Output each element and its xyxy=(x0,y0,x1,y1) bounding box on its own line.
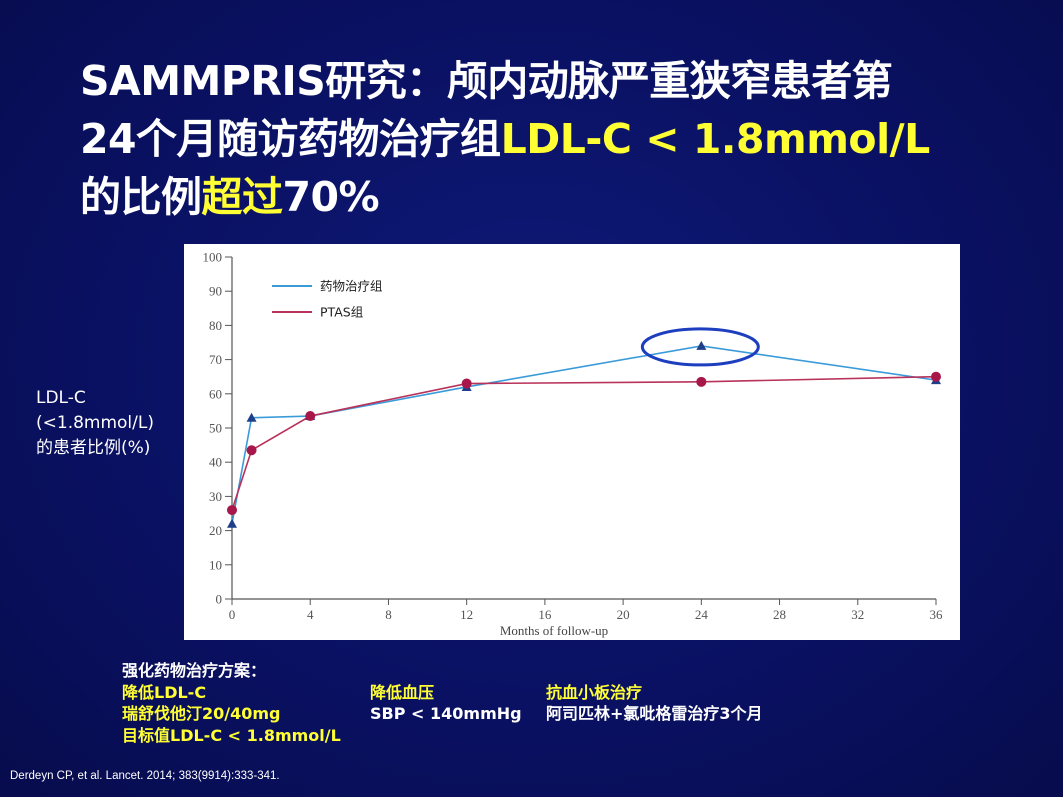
citation: Derdeyn CP, et al. Lancet. 2014; 383(991… xyxy=(10,770,280,782)
y-tick-label: 40 xyxy=(209,455,222,470)
x-tick-label: 0 xyxy=(229,607,236,622)
x-tick-label: 32 xyxy=(851,607,864,622)
circle-marker xyxy=(931,371,941,382)
axes: 0 10 20 30 40 50 60 70 80 90 100 0 4 8 12 16 20 24 28 32 36 M… xyxy=(203,250,944,639)
y-tick-label: 10 xyxy=(209,557,222,572)
x-axis-title: Months of follow-up xyxy=(500,623,608,638)
y-tick-label: 70 xyxy=(209,352,222,367)
title-highlight-exceed: 超过 xyxy=(201,173,284,221)
circle-marker xyxy=(461,378,472,389)
title-line-3: 的比例超过70% xyxy=(80,168,1040,226)
series-markers xyxy=(227,340,941,528)
title-line-1: SAMMPRIS研究：颅内动脉严重狭窄患者第 xyxy=(80,52,1040,110)
highlight-ellipse xyxy=(640,327,760,367)
circle-marker xyxy=(696,376,707,387)
x-tick-label: 28 xyxy=(773,607,786,622)
y-axis-label-line3: 的患者比例(%) xyxy=(36,438,151,458)
regimen-antiplatelet-drugs: 阿司匹林+氯吡格雷治疗3个月 xyxy=(546,704,763,723)
regimen-ldl-target: 目标值LDL-C < 1.8mmol/L xyxy=(122,725,341,745)
y-axis-label-line2: (<1.8mmol/L) xyxy=(36,413,154,433)
x-tick-label: 36 xyxy=(930,607,944,622)
y-tick-label: 0 xyxy=(216,592,223,607)
x-tick-label: 20 xyxy=(617,607,630,622)
regimen-col-2: 降低血压 SBP < 140mmHg xyxy=(370,682,522,725)
regimen-col-3: 抗血小板治疗 阿司匹林+氯吡格雷治疗3个月 xyxy=(546,682,763,725)
y-tick-label: 30 xyxy=(209,489,222,504)
title-highlight-ldl: LDL-C < 1.8mmol/L xyxy=(500,115,931,163)
triangle-marker xyxy=(227,518,237,528)
title-text-3a: 的比例 xyxy=(80,173,202,221)
triangle-marker xyxy=(696,340,707,350)
circle-marker xyxy=(246,445,257,456)
y-tick-label: 100 xyxy=(203,250,223,265)
regimen-bp-target: SBP < 140mmHg xyxy=(370,704,522,723)
slide-title: SAMMPRIS研究：颅内动脉严重狭窄患者第 24个月随访药物治疗组LDL-C … xyxy=(80,52,1040,226)
regimen-ldl-title: 降低LDL-C xyxy=(122,682,207,702)
y-tick-label: 50 xyxy=(209,421,222,436)
chart-panel: 0 10 20 30 40 50 60 70 80 90 100 0 4 8 12 16 20 24 28 32 36 M… xyxy=(184,244,960,640)
legend: 药物治疗组 PTAS组 xyxy=(272,279,383,320)
x-tick-label: 4 xyxy=(307,607,314,622)
title-line-2: 24个月随访药物治疗组LDL-C < 1.8mmol/L xyxy=(80,110,1040,168)
x-tick-label: 24 xyxy=(695,607,709,622)
y-axis-label: LDL-C (<1.8mmol/L) 的患者比例(%) xyxy=(36,386,186,461)
x-tick-label: 12 xyxy=(460,607,473,622)
triangle-marker xyxy=(246,412,257,422)
regimen-ldl-drug: 瑞舒伐他汀20/40mg xyxy=(122,704,281,723)
title-text-1: SAMMPRIS研究：颅内动脉严重狭窄患者第 xyxy=(80,57,893,105)
regimen-antiplatelet-title: 抗血小板治疗 xyxy=(546,682,643,702)
regimen-heading: 强化药物治疗方案： xyxy=(122,661,267,680)
y-tick-label: 20 xyxy=(209,523,222,538)
title-text-2a: 24个月随访药物治疗组 xyxy=(80,115,501,163)
x-tick-label: 8 xyxy=(385,607,392,622)
y-axis-label-line1: LDL-C xyxy=(36,388,86,408)
line-chart: 0 10 20 30 40 50 60 70 80 90 100 0 4 8 12 16 20 24 28 32 36 M… xyxy=(203,250,944,639)
y-tick-label: 90 xyxy=(209,284,222,299)
circle-marker xyxy=(227,505,237,516)
legend-label-2: PTAS组 xyxy=(320,305,363,320)
title-text-percent: 70% xyxy=(282,173,380,221)
series-lines xyxy=(231,345,937,524)
series-line-1 xyxy=(231,345,937,524)
regimen-col-1: 强化药物治疗方案： 降低LDL-C 瑞舒伐他汀20/40mg 目标值LDL-C … xyxy=(122,660,341,746)
circle-marker xyxy=(305,411,316,422)
series-line-2 xyxy=(231,375,937,511)
y-tick-label: 60 xyxy=(209,386,222,401)
regimen-bp-title: 降低血压 xyxy=(370,682,435,702)
x-tick-label: 16 xyxy=(538,607,552,622)
y-tick-label: 80 xyxy=(209,318,222,333)
legend-label-1: 药物治疗组 xyxy=(320,279,383,294)
highlight-annotation xyxy=(640,327,760,367)
